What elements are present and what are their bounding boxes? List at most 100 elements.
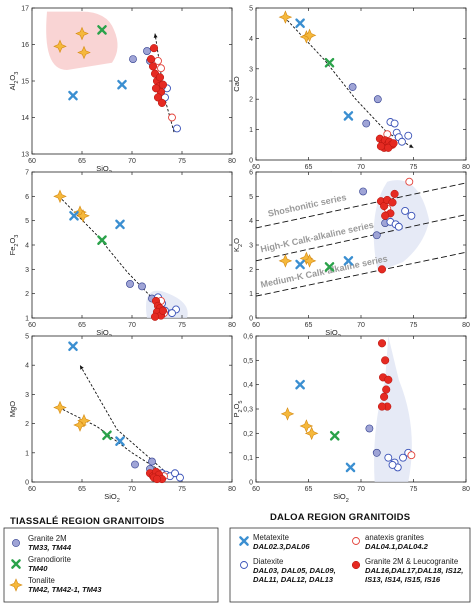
data-point-diatexite [398, 137, 406, 146]
y-tick-label: 5 [25, 334, 29, 341]
data-point-metatexite [295, 259, 305, 270]
data-point-leucogranite [382, 385, 391, 394]
y-tick-label: 1 [249, 291, 253, 298]
y-tick-label: 4 [249, 36, 253, 43]
y-axis-label: Al2O3 [8, 72, 20, 91]
data-point-anatexis [168, 113, 176, 122]
data-point-tonalite [304, 426, 319, 441]
data-point-leucogranite [151, 84, 161, 93]
x-tick-label: 65 [78, 486, 86, 493]
x-tick-label: 65 [305, 322, 313, 329]
y-tick-label: 6 [249, 170, 253, 177]
data-point-tonalite [278, 10, 293, 24]
x-tick-label: 70 [128, 486, 136, 493]
x-tick-label: 65 [305, 486, 313, 493]
data-point-metatexite [117, 79, 127, 90]
y-tick-label: 0,1 [243, 455, 253, 462]
panel-p2o5-vs-sio2: 60 65 70 75 80 0 0,1 0,2 0,3 0,4 0,5 0,6 SiO2 P2O5 [232, 334, 470, 505]
data-point-leucogranite [377, 402, 387, 411]
x-tick-label: 65 [78, 322, 86, 329]
data-point-granite_2m [126, 280, 134, 288]
data-point-metatexite [68, 90, 78, 101]
plot-frame [255, 171, 467, 319]
data-point-anatexis [405, 177, 414, 186]
data-point-leucogranite [377, 265, 387, 274]
legend-marker-tonalite [9, 578, 23, 592]
data-point-leucogranite [376, 142, 386, 151]
y-tick-label: 3 [249, 66, 253, 73]
data-point-diatexite [390, 119, 399, 128]
granite-field-shade [374, 336, 412, 482]
y-tick-label: 13 [21, 152, 29, 159]
y-tick-label: 0,4 [243, 382, 253, 389]
data-point-diatexite [399, 453, 407, 462]
x-tick-label: 65 [305, 164, 313, 171]
data-point-granodiorite [324, 262, 335, 272]
data-point-leucogranite [150, 312, 160, 321]
data-point-granodiorite [102, 430, 112, 441]
legend-samples-granite_2m: TM33, TM44 [28, 543, 72, 552]
data-point-granite_2m [143, 47, 151, 55]
y-axis-label: Fe2O3 [8, 235, 20, 256]
x-tick-label: 75 [178, 486, 186, 493]
data-point-leucogranite [149, 44, 159, 53]
data-point-diatexite [176, 473, 184, 482]
x-tick-label: 80 [228, 158, 236, 165]
data-point-leucogranite [158, 306, 168, 315]
y-axis-label: MgO [8, 401, 17, 417]
x-tick-label: 75 [410, 322, 418, 329]
x-tick-label: 70 [128, 322, 136, 329]
y-axis-label: P2O5 [232, 401, 244, 418]
data-point-granodiorite [97, 25, 107, 35]
x-tick-label: 65 [78, 158, 86, 165]
legend-box-right [229, 527, 471, 603]
y-tick-label: 2 [25, 421, 29, 428]
panel-cao-vs-sio2: 6065707580012345SiO2CaO [232, 6, 470, 183]
data-point-metatexite [115, 219, 125, 230]
y-tick-label: 15 [21, 79, 29, 86]
y-tick-label: 14 [21, 115, 29, 122]
y-tick-label: 2 [249, 267, 253, 274]
panel-fe2o3-vs-sio2: 60657075801234567SiO2Fe2O3 [8, 170, 236, 341]
x-tick-label: 60 [252, 322, 260, 329]
data-point-leucogranite [390, 189, 399, 198]
data-point-metatexite [295, 18, 305, 28]
legend-label-granite_2m: Granite 2M [28, 534, 67, 543]
data-point-metatexite [115, 436, 125, 446]
data-point-tonalite [75, 26, 89, 41]
data-point-leucogranite [381, 211, 390, 220]
data-point-granite_2m [131, 460, 139, 469]
y-tick-label: 2 [249, 97, 253, 104]
x-tick-label: 80 [228, 486, 236, 493]
y-tick-label: 3 [25, 267, 29, 274]
x-tick-label: 75 [178, 322, 186, 329]
data-point-leucogranite [384, 375, 393, 384]
data-point-diatexite [168, 309, 176, 318]
data-point-metatexite [343, 256, 354, 266]
legend-marker-metatexite [239, 536, 249, 546]
data-point-tonalite [299, 419, 314, 433]
x-tick-label: 70 [128, 158, 136, 165]
data-point-granite_2m [373, 95, 382, 104]
x-tick-label: 70 [357, 164, 365, 171]
data-point-granodiorite [324, 57, 335, 68]
data-point-anatexis [157, 64, 165, 73]
legend-samples-leucogranite: DAL16,DAL17,DAL18, IS12, IS13, IS14, IS15… [365, 566, 463, 584]
y-tick-label: 0 [249, 158, 253, 165]
y-tick-label: 0 [25, 480, 29, 487]
x-tick-label: 80 [462, 164, 470, 171]
legend-samples-tonalite: TM42, TM42-1, TM43 [28, 585, 102, 594]
data-point-tonalite [280, 407, 295, 421]
y-tick-label: 4 [25, 363, 29, 370]
data-point-leucogranite [152, 475, 162, 484]
legend-samples-metatexite: DAL02.3,DAL06 [253, 542, 310, 551]
data-point-diatexite [388, 461, 397, 469]
data-point-leucogranite [380, 392, 389, 401]
legend-label-diatexite: Diatexite [253, 557, 283, 566]
legend-marker-granite_2m [12, 539, 20, 547]
y-tick-label: 0,5 [243, 358, 253, 365]
data-point-diatexite [404, 131, 413, 140]
data-point-leucogranite [155, 73, 165, 82]
